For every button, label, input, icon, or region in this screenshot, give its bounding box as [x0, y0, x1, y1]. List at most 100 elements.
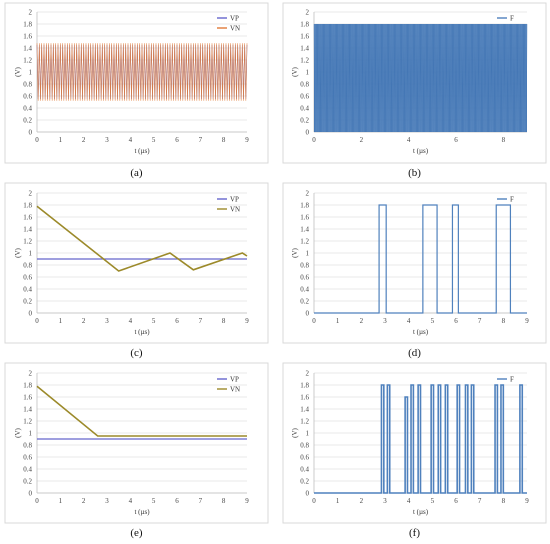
legend-label: VN — [230, 206, 240, 214]
x-tick-label: 8 — [502, 136, 506, 144]
y-tick-label: 1 — [306, 430, 310, 438]
panel-caption: (f) — [409, 527, 420, 539]
y-tick-label: 0.2 — [300, 478, 309, 486]
x-tick-label: 0 — [312, 497, 316, 505]
y-tick-label: 1.2 — [23, 418, 32, 426]
x-tick-label: 6 — [175, 317, 179, 325]
x-tick-label: 6 — [175, 497, 179, 505]
y-tick-label: 1.8 — [23, 21, 32, 29]
y-tick-label: 1.4 — [300, 226, 309, 234]
y-tick-label: 0.4 — [23, 286, 32, 294]
y-tick-label: 1.8 — [300, 382, 309, 390]
x-tick-label: 7 — [199, 136, 203, 144]
x-tick-label: 5 — [431, 317, 435, 325]
y-tick-label: 0.4 — [300, 105, 309, 113]
y-tick-label: 1.2 — [300, 57, 309, 65]
y-tick-label: 0.6 — [300, 454, 309, 462]
panel-caption: (e) — [130, 527, 143, 539]
y-tick-label: 2 — [306, 370, 310, 378]
x-axis-label: t (µs) — [134, 328, 150, 336]
x-tick-label: 5 — [152, 497, 156, 505]
x-tick-label: 2 — [360, 136, 364, 144]
y-tick-label: 0.4 — [300, 466, 309, 474]
x-tick-label: 1 — [59, 497, 63, 505]
y-tick-label: 0.4 — [23, 105, 32, 113]
panel-frame — [282, 2, 547, 164]
y-tick-label: 1.8 — [23, 202, 32, 210]
y-tick-label: 0 — [29, 490, 33, 498]
chart-panel-b: 0 0.2 0.4 0.6 0.8 1 1.2 1.4 1.6 1.8 2 0 2 4 6 8 t (µs) (V… — [282, 2, 547, 179]
x-tick-label: 0 — [312, 317, 316, 325]
y-tick-label: 0.4 — [23, 466, 32, 474]
y-tick-label: 1.2 — [300, 238, 309, 246]
x-tick-label: 4 — [407, 136, 411, 144]
series-line-f — [314, 384, 527, 494]
y-tick-label: 0 — [306, 129, 310, 137]
x-tick-label: 2 — [360, 317, 364, 325]
y-tick-label: 1.6 — [300, 394, 309, 402]
x-tick-label: 4 — [129, 497, 133, 505]
series-line-f — [314, 204, 527, 314]
chart-panel-e: 0 0.2 0.4 0.6 0.8 1 1.2 1.4 1.6 1.8 2 0 1 2 3 4 5 6 7 8 9 t (… — [4, 362, 269, 539]
x-tick-label: 8 — [502, 497, 506, 505]
y-axis-label: (V) — [14, 66, 22, 76]
legend-label: VN — [230, 386, 240, 394]
y-tick-label: 1.2 — [300, 418, 309, 426]
x-tick-label: 8 — [502, 317, 506, 325]
chart-panel-a: 0 0.2 0.4 0.6 0.8 1 1.2 1.4 1.6 1.8 2 0 1 2 3 4 5 6 7 8 9 t (… — [4, 2, 269, 179]
x-tick-label: 9 — [525, 497, 529, 505]
y-tick-label: 0.4 — [300, 286, 309, 294]
y-tick-label: 1.6 — [23, 394, 32, 402]
x-axis-label: t (µs) — [413, 508, 429, 516]
y-tick-label: 0.2 — [300, 117, 309, 125]
y-tick-label: 0.2 — [300, 298, 309, 306]
y-tick-label: 0 — [306, 310, 310, 318]
x-tick-label: 4 — [129, 317, 133, 325]
x-tick-label: 9 — [245, 136, 249, 144]
y-tick-label: 1.2 — [23, 238, 32, 246]
y-tick-label: 0.2 — [23, 478, 32, 486]
x-tick-label: 3 — [105, 136, 109, 144]
chart-panel-f: 0 0.2 0.4 0.6 0.8 1 1.2 1.4 1.6 1.8 2 0 1 2 3 4 5 6 7 8 9 t (… — [282, 362, 547, 539]
series-line-vn — [36, 43, 248, 101]
legend-label: F — [510, 196, 514, 204]
x-tick-label: 1 — [59, 136, 63, 144]
x-tick-label: 4 — [129, 136, 133, 144]
y-tick-label: 1.2 — [23, 57, 32, 65]
panel-frame — [4, 182, 269, 344]
x-tick-label: 9 — [245, 497, 249, 505]
series-line-vn — [36, 385, 247, 437]
y-tick-label: 1.6 — [300, 33, 309, 41]
y-tick-label: 1.4 — [23, 406, 32, 414]
x-tick-label: 3 — [105, 497, 109, 505]
x-axis-label: t (µs) — [134, 147, 150, 155]
x-tick-label: 6 — [454, 497, 458, 505]
x-tick-label: 6 — [175, 136, 179, 144]
series-line-vn — [36, 205, 248, 272]
x-tick-label: 2 — [360, 497, 364, 505]
y-tick-label: 0.8 — [23, 262, 32, 270]
chart-panel-d: 0 0.2 0.4 0.6 0.8 1 1.2 1.4 1.6 1.8 2 0 1 2 3 4 5 6 7 8 9 t (… — [282, 182, 547, 359]
panel-caption: (b) — [408, 167, 421, 179]
x-tick-label: 3 — [383, 497, 387, 505]
x-tick-label: 2 — [82, 497, 86, 505]
y-tick-label: 2 — [29, 370, 33, 378]
x-tick-label: 4 — [407, 317, 411, 325]
x-tick-label: 6 — [454, 317, 458, 325]
x-tick-label: 7 — [478, 497, 482, 505]
y-tick-label: 0.8 — [23, 442, 32, 450]
x-tick-label: 1 — [336, 317, 340, 325]
y-tick-label: 1.8 — [300, 21, 309, 29]
y-tick-label: 2 — [306, 9, 310, 17]
y-tick-label: 1.8 — [23, 382, 32, 390]
x-tick-label: 8 — [222, 497, 226, 505]
x-tick-label: 6 — [454, 136, 458, 144]
x-tick-label: 7 — [199, 317, 203, 325]
y-tick-label: 1.6 — [23, 214, 32, 222]
x-tick-label: 9 — [245, 317, 249, 325]
y-tick-label: 1.8 — [300, 202, 309, 210]
panel-caption: (a) — [130, 167, 143, 179]
y-tick-label: 0.8 — [300, 81, 309, 89]
legend-label: VN — [230, 25, 240, 33]
